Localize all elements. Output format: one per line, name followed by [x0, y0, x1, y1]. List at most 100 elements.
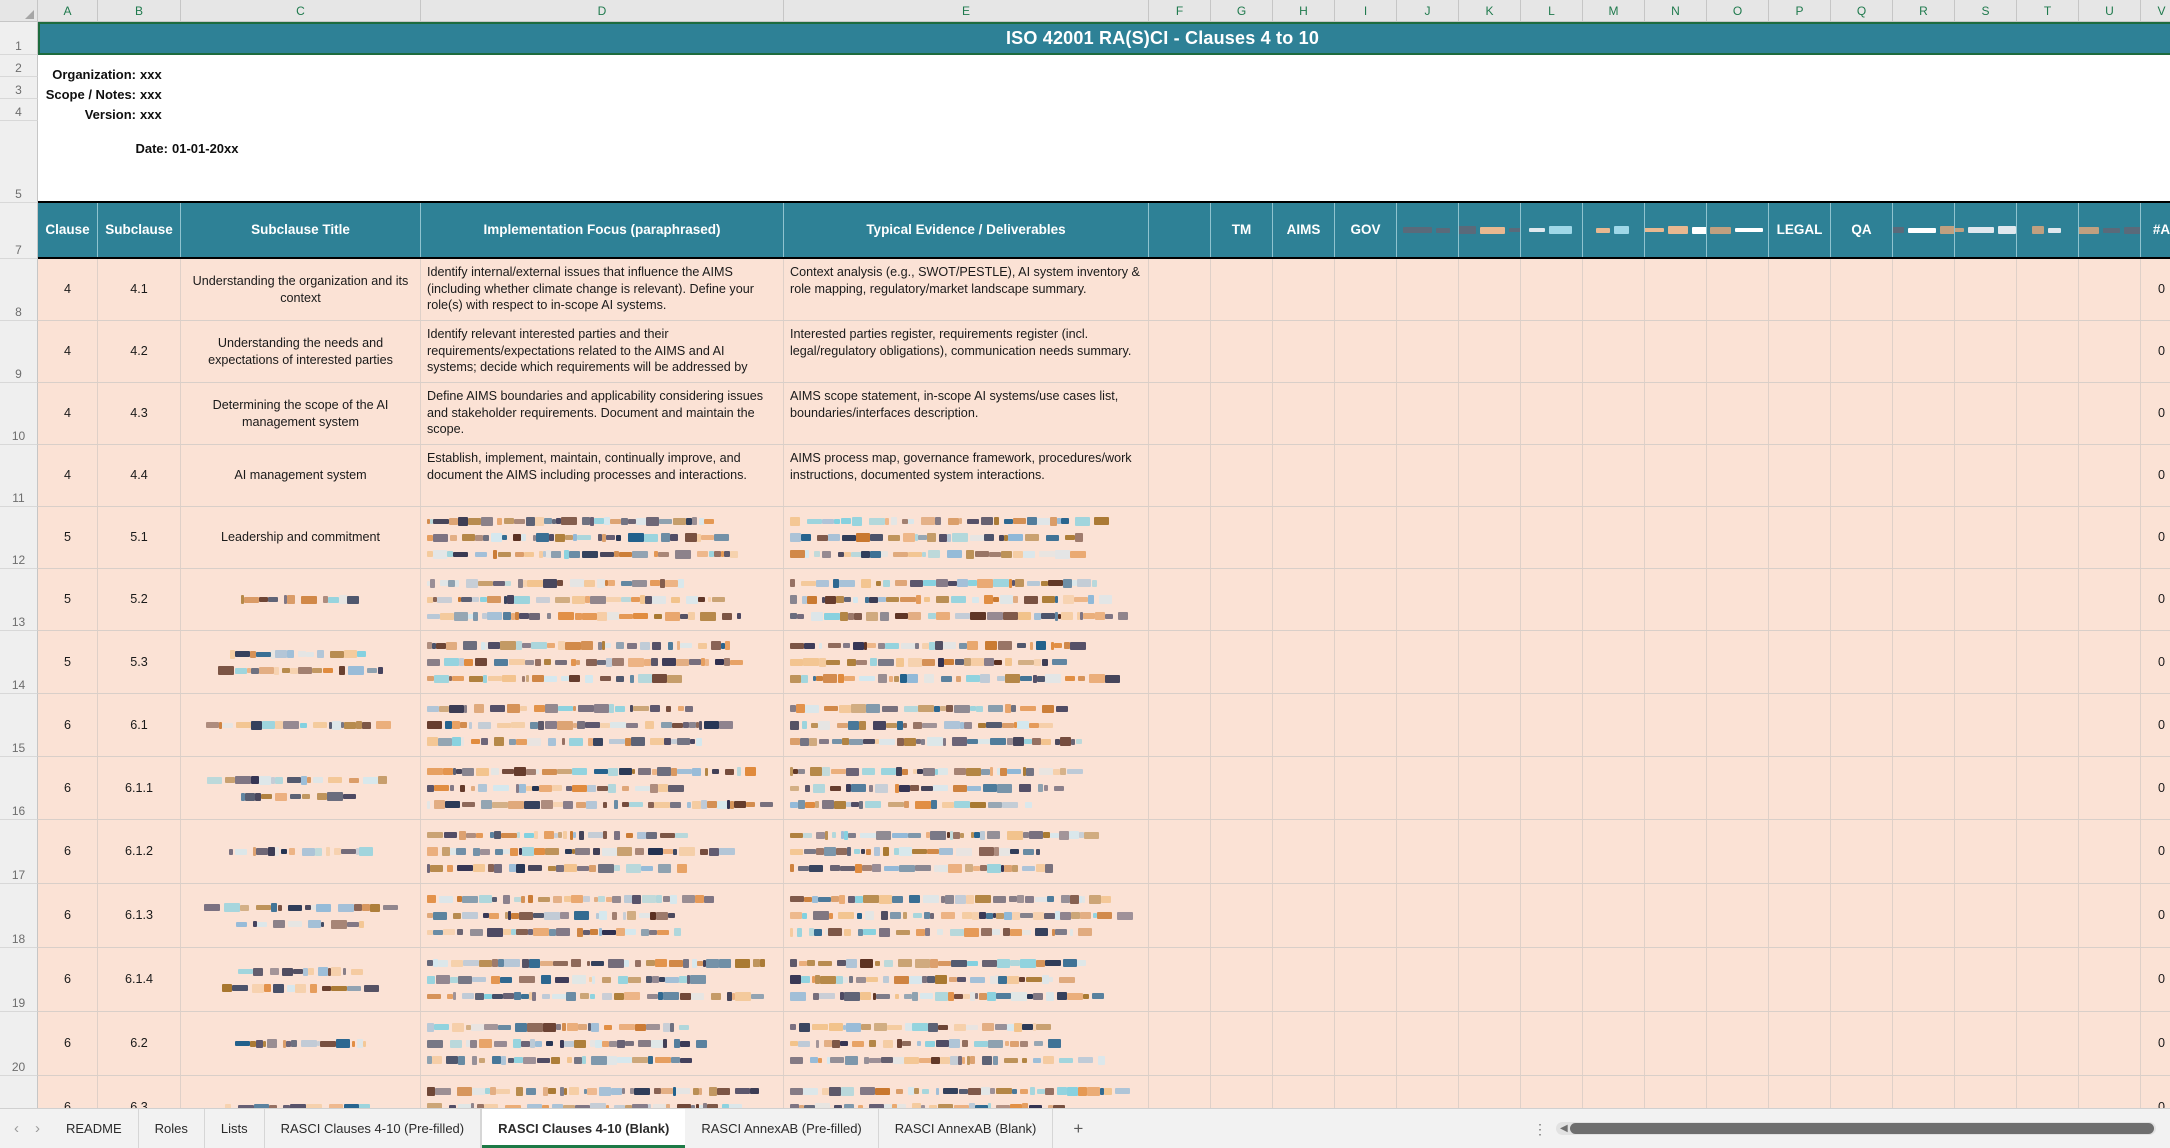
cell-r8[interactable] — [1955, 948, 2017, 1011]
cell-f[interactable] — [1149, 948, 1211, 1011]
table-row[interactable]: 66.100CHECK — [38, 694, 2170, 757]
cell-r1[interactable] — [1397, 569, 1459, 630]
cell-tm[interactable] — [1211, 948, 1273, 1011]
cell-count-a[interactable]: 0 — [2141, 507, 2170, 568]
prev-sheet-icon[interactable]: ‹ — [14, 1120, 19, 1137]
cell-r1[interactable] — [1397, 259, 1459, 320]
cell-r9[interactable] — [2017, 884, 2079, 947]
cell-clause[interactable]: 5 — [38, 631, 98, 693]
column-title-evidence[interactable]: Typical Evidence / Deliverables — [784, 203, 1149, 257]
cell-tm[interactable] — [1211, 1076, 1273, 1108]
cell-subclause[interactable]: 6.1.1 — [98, 757, 181, 819]
cell-subclause-title[interactable] — [181, 820, 421, 883]
cell-r4[interactable] — [1583, 507, 1645, 568]
column-title-f[interactable] — [1149, 203, 1211, 257]
cell-r9[interactable] — [2017, 757, 2079, 819]
cell-r3[interactable] — [1521, 383, 1583, 444]
cell-r9[interactable] — [2017, 820, 2079, 883]
cell-r7[interactable] — [1893, 1012, 1955, 1075]
cell-r4[interactable] — [1583, 569, 1645, 630]
cell-r6[interactable] — [1707, 383, 1769, 444]
cell-r2[interactable] — [1459, 820, 1521, 883]
cell-r3[interactable] — [1521, 507, 1583, 568]
cell-legal[interactable] — [1769, 507, 1831, 568]
cell-r5[interactable] — [1645, 259, 1707, 320]
cell-f[interactable] — [1149, 1076, 1211, 1108]
cell-r9[interactable] — [2017, 1076, 2079, 1108]
column-title-r1[interactable] — [1397, 203, 1459, 257]
cell-r2[interactable] — [1459, 1076, 1521, 1108]
cell-qa[interactable] — [1831, 820, 1893, 883]
cell-typical-evidence[interactable]: Context analysis (e.g., SWOT/PESTLE), AI… — [784, 259, 1149, 320]
cell-r4[interactable] — [1583, 259, 1645, 320]
cell-r6[interactable] — [1707, 948, 1769, 1011]
column-header-H[interactable]: H — [1273, 0, 1335, 22]
cell-r4[interactable] — [1583, 820, 1645, 883]
cell-count-a[interactable]: 0 — [2141, 631, 2170, 693]
cell-subclause-title[interactable] — [181, 1012, 421, 1075]
cell-r1[interactable] — [1397, 948, 1459, 1011]
date-value[interactable]: 01-01-20xx — [172, 141, 239, 156]
table-row[interactable]: 55.200CHECK — [38, 569, 2170, 631]
cell-r1[interactable] — [1397, 321, 1459, 382]
cell-r10[interactable] — [2079, 569, 2141, 630]
cell-r6[interactable] — [1707, 445, 1769, 506]
cell-r5[interactable] — [1645, 757, 1707, 819]
cell-r5[interactable] — [1645, 820, 1707, 883]
cell-r5[interactable] — [1645, 383, 1707, 444]
cell-r4[interactable] — [1583, 321, 1645, 382]
sheet-tab-rasci-clauses-4-10-blank[interactable]: RASCI Clauses 4-10 (Blank) — [481, 1109, 686, 1148]
cell-legal[interactable] — [1769, 569, 1831, 630]
cell-typical-evidence[interactable] — [784, 569, 1149, 630]
column-header-N[interactable]: N — [1645, 0, 1707, 22]
cell-typical-evidence[interactable] — [784, 1012, 1149, 1075]
cell-implementation-focus[interactable] — [421, 1012, 784, 1075]
table-row[interactable]: 66.300CHECK — [38, 1076, 2170, 1108]
cell-typical-evidence[interactable]: AIMS scope statement, in-scope AI system… — [784, 383, 1149, 444]
cell-gov[interactable] — [1335, 820, 1397, 883]
cell-r7[interactable] — [1893, 383, 1955, 444]
cell-r7[interactable] — [1893, 445, 1955, 506]
cell-typical-evidence[interactable]: Interested parties register, requirement… — [784, 321, 1149, 382]
cell-r5[interactable] — [1645, 569, 1707, 630]
cell-r7[interactable] — [1893, 1076, 1955, 1108]
cell-aims[interactable] — [1273, 383, 1335, 444]
column-header-J[interactable]: J — [1397, 0, 1459, 22]
cell-r9[interactable] — [2017, 383, 2079, 444]
cell-f[interactable] — [1149, 631, 1211, 693]
scroll-left-icon[interactable]: ◀ — [1560, 1123, 1568, 1134]
cell-legal[interactable] — [1769, 820, 1831, 883]
column-header-C[interactable]: C — [181, 0, 421, 22]
cell-typical-evidence[interactable] — [784, 820, 1149, 883]
cell-count-a[interactable]: 0 — [2141, 383, 2170, 444]
cell-count-a[interactable]: 0 — [2141, 1076, 2170, 1108]
cell-gov[interactable] — [1335, 383, 1397, 444]
cell-qa[interactable] — [1831, 321, 1893, 382]
cell-tm[interactable] — [1211, 1012, 1273, 1075]
cell-subclause[interactable]: 5.3 — [98, 631, 181, 693]
column-title-r2[interactable] — [1459, 203, 1521, 257]
cell-implementation-focus[interactable]: Identify relevant interested parties and… — [421, 321, 784, 382]
cell-legal[interactable] — [1769, 445, 1831, 506]
cell-typical-evidence[interactable] — [784, 631, 1149, 693]
cell-aims[interactable] — [1273, 321, 1335, 382]
cell-legal[interactable] — [1769, 948, 1831, 1011]
cell-f[interactable] — [1149, 383, 1211, 444]
cell-subclause-title[interactable] — [181, 1076, 421, 1108]
add-sheet-button[interactable]: + — [1073, 1118, 1084, 1138]
cell-gov[interactable] — [1335, 1012, 1397, 1075]
cell-r2[interactable] — [1459, 694, 1521, 756]
cell-r10[interactable] — [2079, 631, 2141, 693]
tab-options-icon[interactable]: ⋮ — [1533, 1120, 1548, 1137]
column-title-r7[interactable] — [1893, 203, 1955, 257]
cell-tm[interactable] — [1211, 631, 1273, 693]
cell-r7[interactable] — [1893, 507, 1955, 568]
cell-r9[interactable] — [2017, 507, 2079, 568]
column-header-V[interactable]: V — [2141, 0, 2170, 22]
column-header-F[interactable]: F — [1149, 0, 1211, 22]
cell-r2[interactable] — [1459, 1012, 1521, 1075]
cell-clause[interactable]: 4 — [38, 259, 98, 320]
cell-r3[interactable] — [1521, 321, 1583, 382]
cell-r2[interactable] — [1459, 383, 1521, 444]
cell-clause[interactable]: 6 — [38, 1012, 98, 1075]
